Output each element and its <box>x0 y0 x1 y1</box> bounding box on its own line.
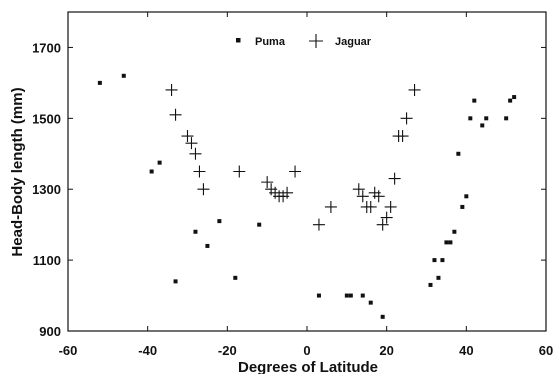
jaguar-point <box>312 218 325 231</box>
puma-point <box>149 169 154 174</box>
puma-point <box>368 300 373 305</box>
jaguar-point <box>364 200 377 213</box>
puma-point <box>460 204 465 209</box>
jaguar-point <box>189 147 202 160</box>
puma-point <box>233 275 238 280</box>
puma-point <box>380 314 385 319</box>
jaguar-point <box>372 190 385 203</box>
jaguar-point <box>396 130 409 143</box>
jaguar-point <box>169 108 182 121</box>
jaguar-point <box>400 112 413 125</box>
puma-point <box>480 123 485 128</box>
jaguar-point <box>408 83 421 96</box>
plot-frame <box>67 11 547 332</box>
legend-label-puma: Puma <box>255 36 286 48</box>
puma-point <box>344 293 349 298</box>
jaguar-point <box>376 218 389 231</box>
puma-point <box>436 275 441 280</box>
puma-point <box>348 293 353 298</box>
y-axis-label: Head-Body length (mm) <box>9 87 26 256</box>
puma-point <box>360 293 365 298</box>
jaguar-point <box>384 200 397 213</box>
y-tick-label: 1700 <box>32 40 61 55</box>
jaguar-point <box>352 183 365 196</box>
y-tick-label: 900 <box>39 324 61 339</box>
y-tick-label: 1100 <box>33 253 61 268</box>
legend-label-jaguar: Jaguar <box>335 36 372 48</box>
puma-point <box>508 98 513 103</box>
puma-point <box>157 160 162 165</box>
puma-point <box>205 243 210 248</box>
puma-point <box>440 258 445 263</box>
puma-point <box>173 279 178 284</box>
puma-point <box>97 80 102 85</box>
legend-marker-jaguar <box>309 34 323 48</box>
puma-point <box>121 73 126 78</box>
puma-point <box>504 116 509 121</box>
legend: Puma Jaguar <box>236 34 372 48</box>
x-tick-label: 40 <box>459 343 473 358</box>
jaguar-point <box>193 165 206 178</box>
jaguar-point <box>185 137 198 150</box>
puma-point <box>193 229 198 234</box>
y-tick-label: 1300 <box>32 182 61 197</box>
puma-point <box>456 151 461 156</box>
jaguar-point <box>181 130 194 143</box>
puma-point <box>217 219 222 224</box>
jaguar-point <box>289 165 302 178</box>
x-tick-label: -60 <box>59 343 78 358</box>
jaguar-point <box>197 183 210 196</box>
puma-point <box>444 240 449 245</box>
jaguar-point <box>281 186 294 199</box>
jaguar-point <box>165 83 178 96</box>
puma-point <box>448 240 453 245</box>
puma-point <box>484 116 489 121</box>
puma-point <box>428 282 433 287</box>
jaguar-point <box>261 176 274 189</box>
x-tick-label: -20 <box>218 343 237 358</box>
x-tick-label: 60 <box>539 343 553 358</box>
puma-point <box>452 229 457 234</box>
puma-point <box>464 194 469 199</box>
x-tick-label: 20 <box>379 343 393 358</box>
puma-point <box>512 95 517 100</box>
axis-ticks: -60 -40 -20 0 20 40 60 900 1100 1300 1500 1700 <box>32 12 553 358</box>
x-tick-label: -40 <box>138 343 157 358</box>
puma-point <box>472 98 477 103</box>
y-tick-label: 1500 <box>32 111 61 126</box>
jaguar-point <box>233 165 246 178</box>
jaguar-point <box>356 190 369 203</box>
jaguar-point <box>324 200 337 213</box>
x-axis-label: Degrees of Latitude <box>238 359 378 374</box>
jaguar-point <box>380 211 393 224</box>
legend-marker-puma <box>236 38 241 43</box>
puma-point <box>316 293 321 298</box>
puma-point <box>257 222 262 227</box>
puma-point <box>432 258 437 263</box>
jaguar-point <box>388 172 401 185</box>
data-points <box>97 73 517 319</box>
x-tick-label: 0 <box>303 343 310 358</box>
puma-point <box>468 116 473 121</box>
